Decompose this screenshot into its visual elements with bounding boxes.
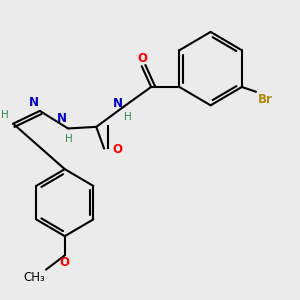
- Text: O: O: [60, 256, 70, 269]
- Text: N: N: [56, 112, 67, 124]
- Text: Br: Br: [257, 93, 272, 106]
- Text: N: N: [113, 97, 123, 110]
- Text: O: O: [112, 143, 122, 156]
- Text: H: H: [124, 112, 132, 122]
- Text: N: N: [28, 96, 38, 109]
- Text: O: O: [137, 52, 147, 65]
- Text: H: H: [65, 134, 73, 144]
- Text: H: H: [1, 110, 8, 120]
- Text: CH₃: CH₃: [23, 271, 45, 284]
